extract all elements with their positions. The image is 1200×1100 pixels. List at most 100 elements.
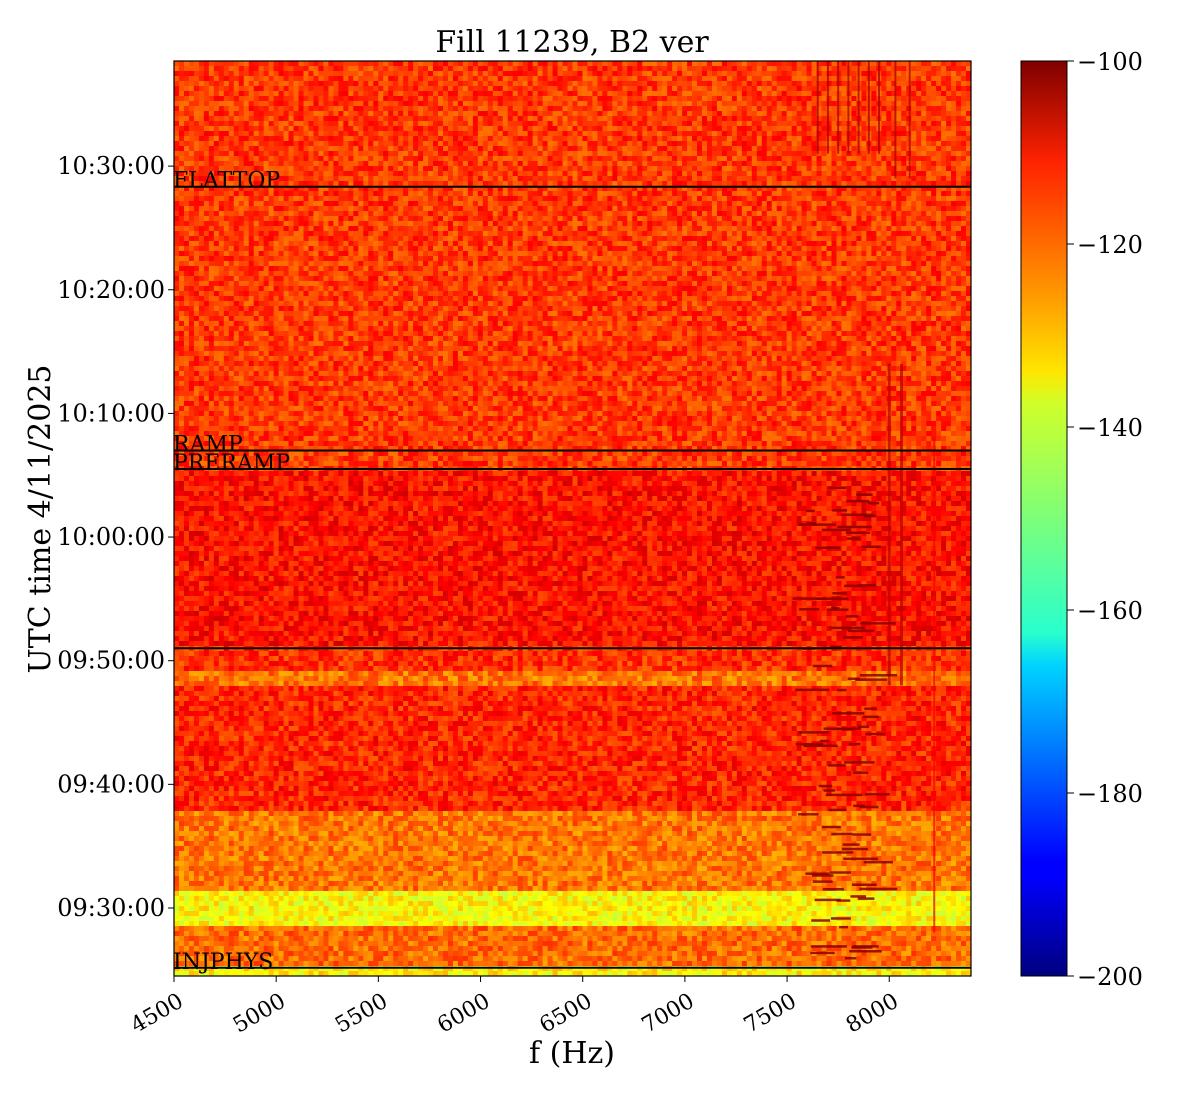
- heatmap-cell: [348, 161, 354, 167]
- heatmap-cell: [936, 211, 942, 217]
- heatmap-cell: [597, 171, 603, 177]
- heatmap-cell: [931, 161, 937, 167]
- heatmap-cell: [737, 136, 743, 142]
- heatmap-cell: [448, 111, 454, 117]
- heatmap-cell: [587, 171, 593, 177]
- heatmap-cell: [353, 161, 359, 167]
- heatmap-cell: [602, 191, 608, 197]
- heatmap-cell: [358, 151, 364, 157]
- heatmap-cell: [174, 91, 180, 97]
- heatmap-cell: [861, 191, 867, 197]
- heatmap-cell: [742, 161, 748, 167]
- heatmap-cell: [553, 111, 559, 117]
- heatmap-cell: [568, 146, 574, 152]
- heatmap-cell: [184, 66, 190, 72]
- heatmap-cell: [597, 96, 603, 102]
- heatmap-cell: [214, 101, 220, 107]
- heatmap-cell: [294, 151, 300, 157]
- heatmap-cell: [568, 136, 574, 142]
- heatmap-cell: [498, 131, 504, 137]
- heatmap-cell: [353, 211, 359, 217]
- heatmap-cell: [841, 176, 847, 182]
- heatmap-cell: [249, 126, 255, 132]
- heatmap-cell: [602, 176, 608, 182]
- heatmap-cell: [523, 151, 529, 157]
- heatmap-cell: [403, 201, 409, 207]
- heatmap-cell: [289, 146, 295, 152]
- heatmap-cell: [607, 156, 613, 162]
- heatmap-cell: [563, 126, 569, 132]
- heatmap-cell: [308, 81, 314, 87]
- heatmap-cell: [921, 96, 927, 102]
- heatmap-cell: [518, 201, 524, 207]
- heatmap-cell: [582, 206, 588, 212]
- heatmap-cell: [274, 116, 280, 122]
- heatmap-cell: [229, 96, 235, 102]
- heatmap-cell: [577, 121, 583, 127]
- heatmap-cell: [294, 176, 300, 182]
- heatmap-cell: [299, 191, 305, 197]
- heatmap-cell: [378, 121, 384, 127]
- heatmap-cell: [622, 151, 628, 157]
- heatmap-cell: [403, 96, 409, 102]
- heatmap-cell: [328, 156, 334, 162]
- heatmap-cell: [543, 66, 549, 72]
- heatmap-cell: [383, 141, 389, 147]
- heatmap-cell: [841, 81, 847, 87]
- heatmap-cell: [951, 196, 957, 202]
- heatmap-cell: [827, 161, 833, 167]
- heatmap-cell: [762, 151, 768, 157]
- heatmap-cell: [463, 191, 469, 197]
- heatmap-cell: [304, 91, 310, 97]
- heatmap-cell: [543, 101, 549, 107]
- heatmap-cell: [592, 76, 598, 82]
- heatmap-cell: [538, 116, 544, 122]
- heatmap-cell: [931, 136, 937, 142]
- heatmap-cell: [433, 156, 439, 162]
- heatmap-cell: [184, 161, 190, 167]
- heatmap-cell: [901, 206, 907, 212]
- heatmap-cell: [592, 81, 598, 87]
- heatmap-cell: [413, 206, 419, 212]
- heatmap-cell: [602, 141, 608, 147]
- heatmap-cell: [597, 151, 603, 157]
- heatmap-cell: [851, 81, 857, 87]
- heatmap-cell: [433, 71, 439, 77]
- heatmap-cell: [373, 191, 379, 197]
- heatmap-cell: [737, 111, 743, 117]
- heatmap-cell: [797, 156, 803, 162]
- heatmap-cell: [597, 126, 603, 132]
- heatmap-cell: [861, 121, 867, 127]
- heatmap-cell: [264, 81, 270, 87]
- heatmap-cell: [911, 136, 917, 142]
- heatmap-cell: [832, 206, 838, 212]
- heatmap-cell: [229, 201, 235, 207]
- heatmap-cell: [373, 171, 379, 177]
- heatmap-cell: [503, 166, 509, 172]
- heatmap-cell: [762, 156, 768, 162]
- heatmap-cell: [398, 111, 404, 117]
- heatmap-cell: [622, 176, 628, 182]
- heatmap-cell: [582, 126, 588, 132]
- heatmap-cell: [568, 81, 574, 87]
- heatmap-cell: [423, 211, 429, 217]
- heatmap-cell: [448, 91, 454, 97]
- heatmap-cell: [363, 171, 369, 177]
- heatmap-cell: [488, 151, 494, 157]
- heatmap-cell: [453, 81, 459, 87]
- heatmap-cell: [428, 91, 434, 97]
- heatmap-cell: [209, 81, 215, 87]
- heatmap-cell: [189, 141, 195, 147]
- heatmap-cell: [712, 106, 718, 112]
- heatmap-cell: [622, 76, 628, 82]
- heatmap-cell: [817, 166, 823, 172]
- heatmap-cell: [687, 146, 693, 152]
- heatmap-cell: [358, 136, 364, 142]
- heatmap-cell: [304, 201, 310, 207]
- heatmap-cell: [274, 81, 280, 87]
- heatmap-cell: [428, 101, 434, 107]
- heatmap-cell: [697, 156, 703, 162]
- heatmap-cell: [304, 136, 310, 142]
- heatmap-cell: [458, 111, 464, 117]
- heatmap-cell: [224, 201, 230, 207]
